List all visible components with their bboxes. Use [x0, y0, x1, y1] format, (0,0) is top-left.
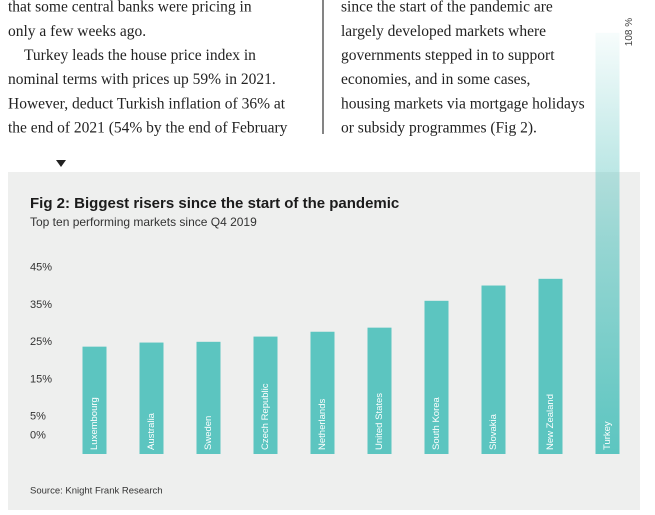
value-label: 108 %	[624, 18, 635, 46]
category-label: Sweden	[203, 416, 214, 450]
pointer	[56, 160, 66, 167]
category-label: Netherlands	[317, 399, 328, 450]
bar	[196, 341, 221, 454]
category-label: Turkey	[602, 421, 613, 450]
y-tick-label: 45%	[30, 262, 52, 274]
bar	[310, 331, 335, 454]
bar	[481, 285, 506, 454]
bar	[253, 336, 278, 454]
paragraph-line: or subsidy programmes (Fig 2).	[341, 120, 537, 137]
paragraph-line: only a few weeks ago.	[8, 23, 146, 40]
category-label: Australia	[146, 412, 157, 450]
bar	[424, 300, 449, 454]
category-label: New Zealand	[545, 394, 556, 450]
paragraph-line: that some central banks were pricing in	[8, 0, 252, 16]
category-label: South Korea	[431, 396, 442, 450]
paragraph-line: largely developed markets where	[341, 23, 546, 40]
category-label: Czech Republic	[260, 383, 271, 450]
bar	[595, 32, 620, 455]
paragraph-line: economies, and in some cases,	[341, 71, 530, 88]
paragraph-line: Turkey leads the house price index in	[24, 47, 256, 64]
paragraph-line: housing markets via mortgage holidays	[341, 95, 585, 112]
y-tick-label: 0%	[30, 429, 46, 441]
paragraph-line: However, deduct Turkish inflation of 36%…	[8, 95, 286, 112]
chart-subtitle: Top ten performing markets since Q4 2019	[30, 215, 257, 229]
y-tick-label: 25%	[30, 336, 52, 348]
paragraph-line: nominal terms with prices up 59% in 2021…	[8, 71, 276, 88]
paragraph-line: the end of 2021 (54% by the end of Febru…	[8, 120, 288, 137]
paragraph-line: since the start of the pandemic are	[341, 0, 553, 16]
bar	[538, 278, 563, 454]
category-label: Slovakia	[488, 413, 499, 450]
bar	[139, 342, 164, 454]
y-tick-label: 5%	[30, 411, 46, 423]
y-tick-label: 35%	[30, 299, 52, 311]
category-label: United States	[374, 393, 385, 450]
source: Source: Knight Frank Research	[30, 486, 163, 497]
chart-title: Fig 2: Biggest risers since the start of…	[30, 195, 399, 212]
y-tick-label: 15%	[30, 373, 52, 385]
paragraph-line: governments stepped in to support	[341, 47, 555, 64]
bar	[82, 346, 107, 454]
category-label: Luxembourg	[89, 397, 100, 450]
bar	[367, 327, 392, 454]
